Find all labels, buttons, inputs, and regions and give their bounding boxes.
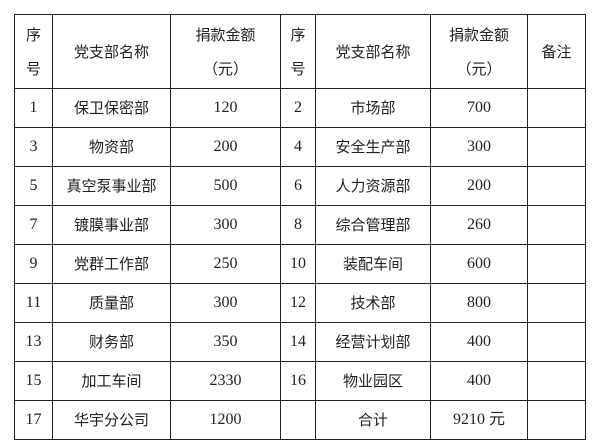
cell-r-amt: 700: [430, 88, 528, 128]
cell-remark: [527, 166, 586, 206]
cell-l-name: 真空泵事业部: [52, 166, 171, 206]
cell-l-name: 华宇分公司: [52, 400, 171, 440]
cell-r-no: 14: [280, 322, 316, 362]
cell-l-no: 3: [14, 127, 53, 167]
donation-table: 序号 党支部名称 捐款金额 （元） 序号 党支部名称 捐款金额 （元） 备注 1 保卫…: [14, 14, 586, 440]
cell-l-name: 加工车间: [52, 361, 171, 401]
table-row: 11 质量部 300 12 技术部 800: [14, 283, 586, 323]
cell-l-name: 镀膜事业部: [52, 205, 171, 245]
cell-r-no: 10: [280, 244, 316, 284]
cell-l-no: 15: [14, 361, 53, 401]
cell-l-no: 9: [14, 244, 53, 284]
cell-r-no: 4: [280, 127, 316, 167]
cell-remark: [527, 322, 586, 362]
cell-remark: [527, 244, 586, 284]
header-amount-2: （元）: [456, 59, 502, 78]
cell-remark: [527, 205, 586, 245]
cell-r-name: 市场部: [315, 88, 431, 128]
cell-remark: [527, 400, 586, 440]
header-amount: 捐款金额 （元）: [170, 14, 281, 89]
cell-l-name: 党群工作部: [52, 244, 171, 284]
cell-l-amt: 350: [170, 322, 281, 362]
table-row: 17 华宇分公司 1200 合计 9210 元: [14, 400, 586, 440]
table-row: 3 物资部 200 4 安全生产部 300: [14, 127, 586, 167]
cell-l-name: 保卫保密部: [52, 88, 171, 128]
cell-r-no: 12: [280, 283, 316, 323]
cell-l-amt: 250: [170, 244, 281, 284]
cell-l-amt: 120: [170, 88, 281, 128]
cell-l-amt: 300: [170, 283, 281, 323]
cell-r-amt: 9210 元: [430, 400, 528, 440]
cell-l-amt: 500: [170, 166, 281, 206]
cell-r-name: 物业园区: [315, 361, 431, 401]
cell-remark: [527, 283, 586, 323]
cell-remark: [527, 361, 586, 401]
header-row: 序号 党支部名称 捐款金额 （元） 序号 党支部名称 捐款金额 （元） 备注: [14, 14, 586, 89]
header-amount-1: 捐款金额: [195, 25, 256, 44]
table-row: 5 真空泵事业部 500 6 人力资源部 200: [14, 166, 586, 206]
cell-l-name: 财务部: [52, 322, 171, 362]
cell-r-amt: 260: [430, 205, 528, 245]
header-amount: 捐款金额 （元）: [430, 14, 528, 89]
cell-r-no: 8: [280, 205, 316, 245]
cell-r-name: 人力资源部: [315, 166, 431, 206]
table-row: 1 保卫保密部 120 2 市场部 700: [14, 88, 586, 128]
cell-l-name: 质量部: [52, 283, 171, 323]
cell-l-amt: 300: [170, 205, 281, 245]
cell-r-name: 合计: [315, 400, 431, 440]
cell-r-no: 16: [280, 361, 316, 401]
cell-r-amt: 600: [430, 244, 528, 284]
header-seq-1: 序: [25, 25, 41, 44]
header-seq-2: 号: [290, 59, 306, 78]
cell-l-no: 5: [14, 166, 53, 206]
table-row: 9 党群工作部 250 10 装配车间 600: [14, 244, 586, 284]
cell-remark: [527, 127, 586, 167]
cell-l-amt: 200: [170, 127, 281, 167]
cell-r-amt: 300: [430, 127, 528, 167]
table-row: 15 加工车间 2330 16 物业园区 400: [14, 361, 586, 401]
cell-l-no: 1: [14, 88, 53, 128]
header-name: 党支部名称: [315, 14, 431, 89]
header-amount-2: （元）: [202, 59, 248, 78]
header-seq-2: 号: [25, 59, 41, 78]
cell-r-name: 综合管理部: [315, 205, 431, 245]
header-seq: 序号: [280, 14, 316, 89]
table-row: 7 镀膜事业部 300 8 综合管理部 260: [14, 205, 586, 245]
cell-remark: [527, 88, 586, 128]
cell-r-amt: 800: [430, 283, 528, 323]
cell-l-no: 13: [14, 322, 53, 362]
header-seq-1: 序: [290, 25, 306, 44]
cell-l-no: 7: [14, 205, 53, 245]
cell-r-amt: 200: [430, 166, 528, 206]
cell-r-name: 技术部: [315, 283, 431, 323]
cell-r-no: 2: [280, 88, 316, 128]
header-seq: 序号: [14, 14, 53, 89]
cell-r-no: [280, 400, 316, 440]
cell-r-amt: 400: [430, 322, 528, 362]
cell-r-amt: 400: [430, 361, 528, 401]
header-remark: 备注: [527, 14, 586, 89]
cell-r-no: 6: [280, 166, 316, 206]
cell-l-no: 17: [14, 400, 53, 440]
cell-l-amt: 1200: [170, 400, 281, 440]
header-amount-1: 捐款金额: [448, 25, 509, 44]
cell-l-amt: 2330: [170, 361, 281, 401]
header-name: 党支部名称: [52, 14, 171, 89]
cell-r-name: 装配车间: [315, 244, 431, 284]
cell-r-name: 经营计划部: [315, 322, 431, 362]
cell-r-name: 安全生产部: [315, 127, 431, 167]
cell-l-no: 11: [14, 283, 53, 323]
cell-l-name: 物资部: [52, 127, 171, 167]
table-row: 13 财务部 350 14 经营计划部 400: [14, 322, 586, 362]
